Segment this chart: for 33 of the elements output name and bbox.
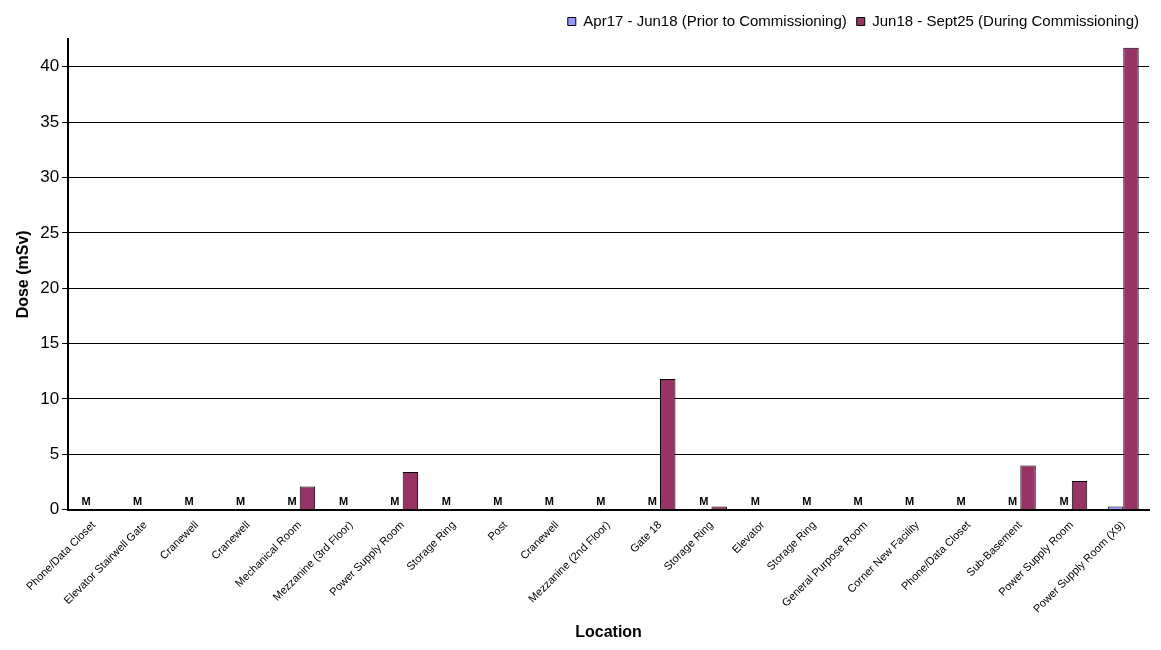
data-label: M: [699, 495, 709, 508]
data-label: M: [596, 495, 606, 508]
data-label: M: [235, 495, 246, 508]
data-label: M: [1008, 495, 1018, 508]
y-tick-label: 5: [49, 444, 60, 464]
y-tick-label: 0: [49, 499, 60, 519]
legend-label: Jun18 - Sept25 (During Commissioning): [872, 11, 1140, 29]
data-label: M: [390, 495, 400, 508]
data-label: M: [544, 495, 554, 508]
y-tick-label: 35: [40, 111, 60, 131]
y-tick-label: 20: [40, 277, 60, 297]
y-tick-label: 25: [40, 222, 60, 242]
data-label: M: [1059, 495, 1069, 508]
data-label: M: [81, 495, 91, 508]
data-label: M: [184, 495, 194, 508]
data-label: M: [750, 495, 760, 508]
data-label: M: [287, 495, 297, 508]
data-label: M: [338, 495, 349, 508]
legend-label: Apr17 - Jun18 (Prior to Commissioning): [583, 11, 847, 29]
y-tick-label: 40: [40, 56, 60, 76]
y-axis-title: Dose (mSv): [14, 230, 32, 319]
data-label: M: [853, 495, 863, 508]
x-axis-title: Location: [575, 622, 642, 640]
data-label: M: [802, 495, 812, 508]
data-label: M: [647, 495, 657, 508]
data-label: M: [905, 495, 915, 508]
data-label: M: [133, 495, 143, 508]
y-tick-label: 15: [40, 333, 60, 353]
data-label: M: [956, 495, 966, 508]
data-label: M: [441, 495, 452, 508]
y-tick-label: 10: [40, 388, 60, 408]
data-label: M: [493, 495, 503, 508]
y-tick-label: 30: [40, 167, 60, 187]
